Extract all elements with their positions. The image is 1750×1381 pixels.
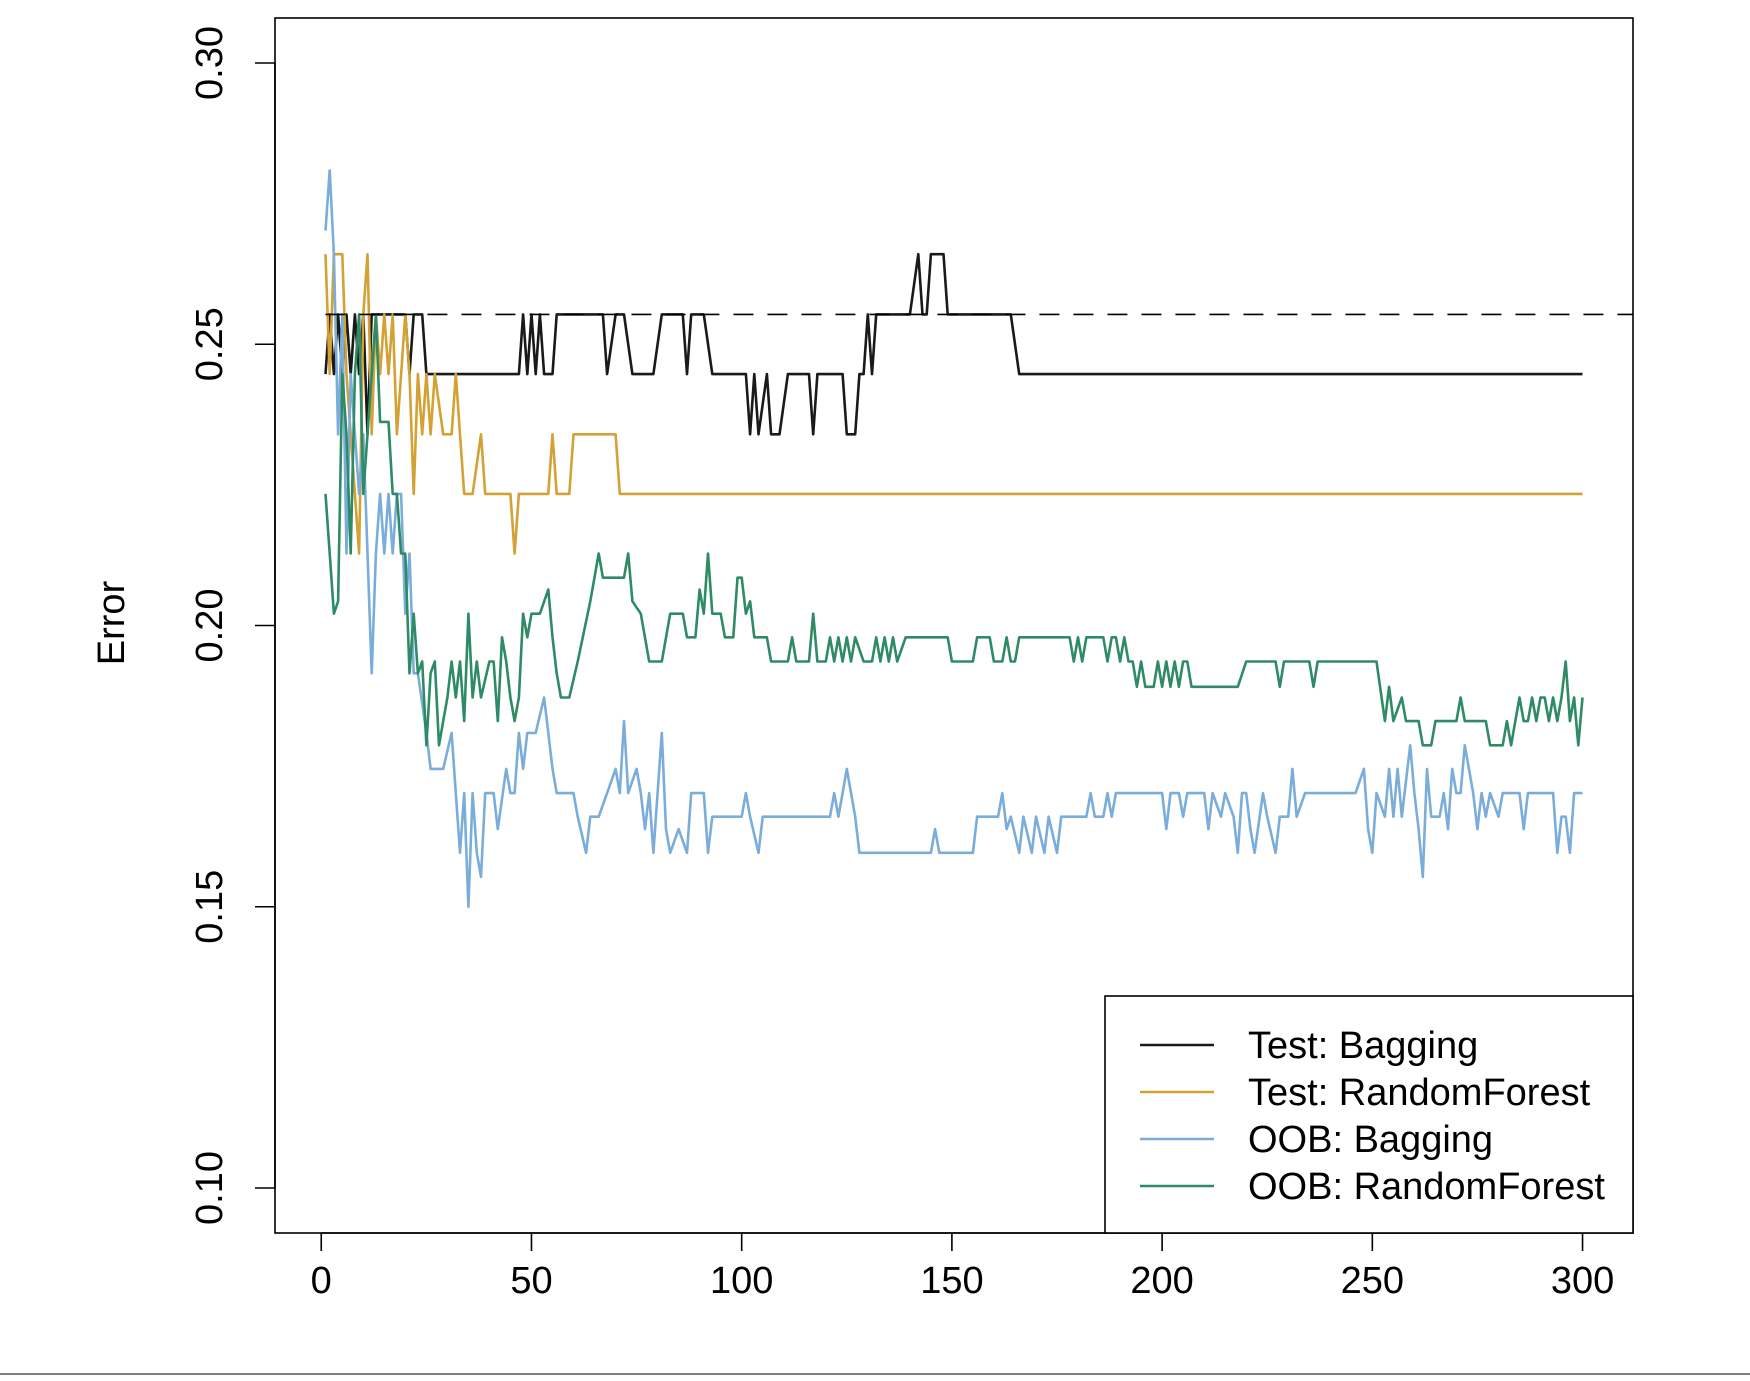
legend-box bbox=[1104, 995, 1634, 1234]
x-tick-label: 200 bbox=[1130, 1260, 1193, 1302]
legend: Test: Bagging Test: RandomForest OOB: Ba… bbox=[1104, 995, 1634, 1234]
series-line-oob-randomforest bbox=[324, 313, 1584, 747]
x-tick-label: 100 bbox=[710, 1260, 773, 1302]
y-axis-title: Error bbox=[91, 580, 133, 665]
legend-label-test-randomforest: Test: RandomForest bbox=[1248, 1072, 1591, 1114]
x-tick-label: 300 bbox=[1551, 1260, 1614, 1302]
x-tick-label: 0 bbox=[311, 1260, 332, 1302]
series-line-oob-bagging bbox=[324, 169, 1583, 909]
legend-label-oob-bagging: OOB: Bagging bbox=[1248, 1119, 1493, 1161]
x-tick-label: 250 bbox=[1341, 1260, 1404, 1302]
y-tick-label: 0.10 bbox=[189, 1151, 231, 1225]
x-tick-label: 50 bbox=[510, 1260, 552, 1302]
y-axis: 0.10 0.15 0.20 0.25 0.30 bbox=[189, 26, 276, 1225]
x-tick-label: 150 bbox=[920, 1260, 983, 1302]
y-tick-label: 0.20 bbox=[189, 589, 231, 663]
y-tick-label: 0.25 bbox=[189, 307, 231, 381]
y-tick-label: 0.30 bbox=[189, 26, 231, 100]
y-tick-label: 0.15 bbox=[189, 870, 231, 944]
legend-label-oob-randomforest: OOB: RandomForest bbox=[1248, 1166, 1605, 1208]
legend-label-test-bagging: Test: Bagging bbox=[1248, 1025, 1478, 1067]
series-line-test-randomforest bbox=[324, 252, 1583, 555]
